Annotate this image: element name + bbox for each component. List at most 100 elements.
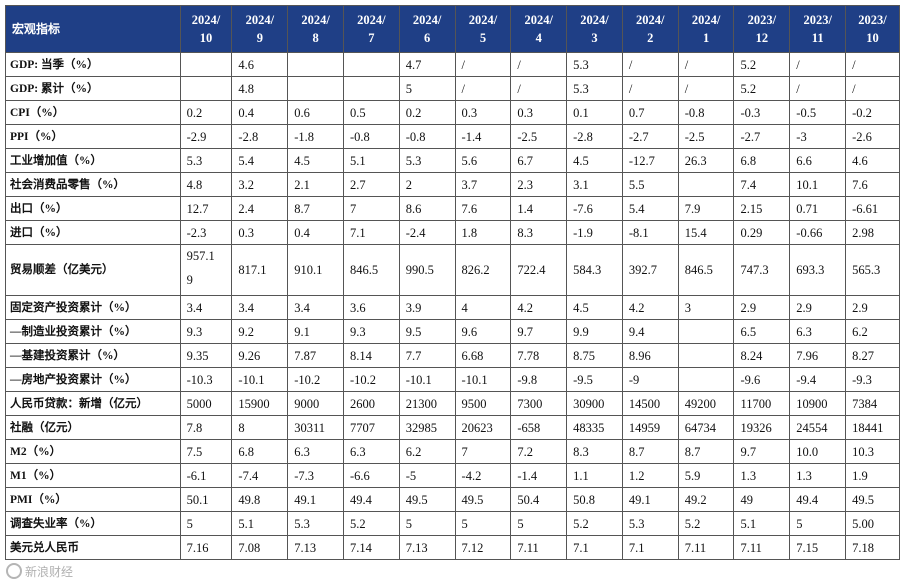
table-cell: 10.0 bbox=[789, 439, 847, 464]
table-cell: 1.2 bbox=[621, 463, 679, 488]
table-cell: 7.6 bbox=[845, 172, 900, 197]
table-cell: 0.6 bbox=[287, 100, 344, 125]
table-cell: 3.4 bbox=[287, 295, 344, 320]
table-cell: 49.1 bbox=[621, 487, 679, 512]
table-cell: 7.87 bbox=[287, 343, 344, 368]
table-cell: 392.7 bbox=[621, 244, 679, 296]
table-cell: 2.9 bbox=[845, 295, 900, 320]
table-cell: 5.4 bbox=[231, 148, 289, 173]
table-cell: 6.68 bbox=[454, 343, 512, 368]
table-cell: 6.6 bbox=[789, 148, 847, 173]
table-cell: -9 bbox=[621, 367, 679, 392]
table-cell: 5 bbox=[454, 511, 512, 536]
table-cell: 0.2 bbox=[179, 100, 233, 125]
table-cell: 6.7 bbox=[510, 148, 568, 173]
period-header: 2024/3 bbox=[566, 5, 623, 53]
period-month: 2 bbox=[647, 31, 654, 45]
period-month: 10 bbox=[866, 31, 879, 45]
table-cell: 8.3 bbox=[510, 220, 568, 245]
table-cell: -5 bbox=[398, 463, 456, 488]
table-cell: 1.9 bbox=[845, 463, 900, 488]
period-year: 2024/ bbox=[524, 13, 553, 27]
table-cell: 6.3 bbox=[789, 319, 847, 344]
period-header: 2023/12 bbox=[733, 5, 791, 53]
table-cell: 5.2 bbox=[677, 511, 735, 536]
period-year: 2023/ bbox=[858, 13, 887, 27]
period-header: 2024/7 bbox=[343, 5, 400, 53]
table-cell: 1.8 bbox=[454, 220, 512, 245]
table-cell: 4.7 bbox=[398, 52, 456, 77]
table-row: 调查失业率（%） 5 5.1 5.3 5.2 5 5 5 5.2 5.3 5.2 5.1 5 5.00 bbox=[5, 511, 900, 536]
row-label: 调查失业率（%） bbox=[5, 511, 181, 536]
table-cell: 7.08 bbox=[231, 535, 289, 560]
table-cell: -8.1 bbox=[621, 220, 679, 245]
period-month: 4 bbox=[535, 31, 542, 45]
table-cell: 4.2 bbox=[510, 295, 568, 320]
period-header: 2023/11 bbox=[789, 5, 847, 53]
table-cell: -2.8 bbox=[566, 124, 623, 149]
table-cell: 7 bbox=[454, 439, 512, 464]
table-cell: -10.1 bbox=[231, 367, 289, 392]
table-cell: 2 bbox=[398, 172, 456, 197]
table-cell: 6.8 bbox=[733, 148, 791, 173]
table-cell: 0.4 bbox=[287, 220, 344, 245]
table-cell: -10.3 bbox=[179, 367, 233, 392]
table-cell: 7707 bbox=[343, 415, 400, 440]
table-cell: 0.7 bbox=[621, 100, 679, 125]
table-cell: 5 bbox=[179, 511, 233, 536]
table-row: GDP: 当季（%） 4.6 4.7//5.3//5.2// bbox=[5, 52, 900, 77]
table-cell: 19326 bbox=[733, 415, 791, 440]
table-cell: -0.66 bbox=[789, 220, 847, 245]
period-header: 2024/5 bbox=[454, 5, 512, 53]
table-cell: 26.3 bbox=[677, 148, 735, 173]
table-cell: -1.4 bbox=[454, 124, 512, 149]
table-cell: 0.5 bbox=[343, 100, 400, 125]
table-cell: 3.1 bbox=[566, 172, 623, 197]
period-month: 10 bbox=[199, 31, 213, 45]
table-cell: 2.3 bbox=[510, 172, 568, 197]
table-cell: / bbox=[621, 76, 679, 101]
table-cell: 9500 bbox=[454, 391, 512, 416]
table-cell: -4.2 bbox=[454, 463, 512, 488]
table-cell: 5.9 bbox=[677, 463, 735, 488]
table-cell: 2.4 bbox=[231, 196, 289, 221]
table-cell: 7.7 bbox=[398, 343, 456, 368]
table-cell: 49 bbox=[733, 487, 791, 512]
row-label: 出口（%） bbox=[5, 196, 181, 221]
table-cell: 7.11 bbox=[733, 535, 791, 560]
table-cell: 6.3 bbox=[287, 439, 344, 464]
table-cell: 50.4 bbox=[510, 487, 568, 512]
table-cell: 2.9 bbox=[733, 295, 791, 320]
row-label: PPI（%） bbox=[5, 124, 181, 149]
table-cell: 49.4 bbox=[343, 487, 400, 512]
table-cell bbox=[287, 76, 344, 101]
table-cell: -9.8 bbox=[510, 367, 568, 392]
table-cell: 9.1 bbox=[287, 319, 344, 344]
table-cell: 7384 bbox=[845, 391, 900, 416]
table-row: 固定资产投资累计（%） 3.4 3.4 3.4 3.6 3.9 4 4.2 4.5 4.2 3 2.9… bbox=[5, 295, 900, 320]
table-cell: 32985 bbox=[398, 415, 456, 440]
table-cell: 7.14 bbox=[343, 535, 400, 560]
table-cell: 4 bbox=[454, 295, 512, 320]
table-cell: -9.4 bbox=[789, 367, 847, 392]
table-cell: 8.96 bbox=[621, 343, 679, 368]
table-cell: 6.5 bbox=[733, 319, 791, 344]
table-cell: 49.5 bbox=[454, 487, 512, 512]
period-month: 12 bbox=[755, 31, 769, 45]
table-row: 工业增加值（%） 5.3 5.4 4.5 5.1 5.3 5.6 6.7 4.5 -12.7 26.… bbox=[5, 148, 900, 173]
table-cell: 693.3 bbox=[789, 244, 847, 296]
table-cell: 50.8 bbox=[566, 487, 623, 512]
period-header: 2024/9 bbox=[231, 5, 289, 53]
table-cell: 10900 bbox=[789, 391, 847, 416]
period-month: 7 bbox=[368, 31, 375, 45]
table-cell: 0.29 bbox=[733, 220, 791, 245]
table-cell: 5 bbox=[398, 76, 456, 101]
period-year: 2023/ bbox=[803, 13, 832, 27]
table-cell: / bbox=[677, 76, 735, 101]
table-row: 出口（%） 12.7 2.4 8.7 7 8.6 7.6 1.4 -7.6 5.4 7.9 2.15 0… bbox=[5, 196, 900, 221]
period-year: 2024/ bbox=[412, 13, 442, 27]
table-cell bbox=[343, 52, 400, 77]
table-row: 人民币贷款：新增（亿元） 5000 15900 9000 2600 21300 9500 73… bbox=[5, 391, 900, 416]
table-cell: 3.4 bbox=[179, 295, 233, 320]
table-cell: 990.5 bbox=[398, 244, 456, 296]
